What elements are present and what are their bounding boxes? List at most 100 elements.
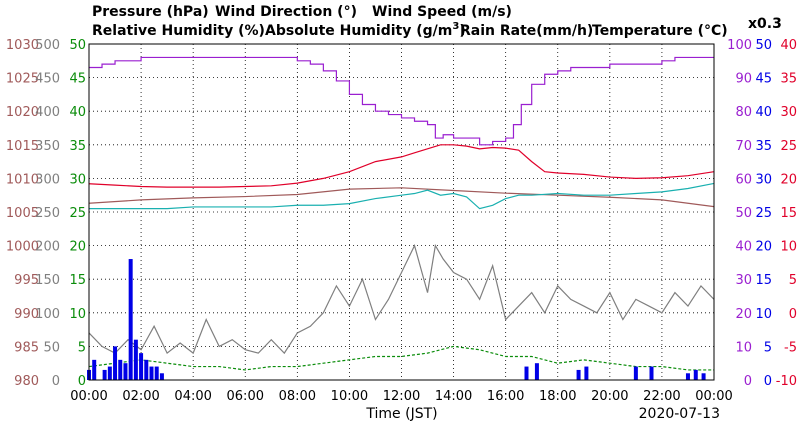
x-tick-label: 18:00	[539, 389, 576, 404]
series-rain-rate-mm-h-bar	[139, 353, 144, 380]
legend: Pressure (hPa) Wind Direction (°) Wind S…	[92, 4, 782, 39]
series-rain-rate-mm-h-bar	[102, 369, 107, 380]
legend-relative-humidity: Relative Humidity (%)	[92, 23, 265, 39]
tick-label-relative-humidity: 50	[735, 206, 752, 221]
series-rain-rate-mm-h-bar	[144, 359, 149, 380]
tick-label-wind-direction: 500	[35, 38, 60, 53]
x-tick-label: 14:00	[435, 389, 472, 404]
legend-wind-speed: Wind Speed (m/s)	[372, 4, 512, 20]
tick-label-wind-speed: 50	[69, 38, 86, 53]
series-rain-rate-mm-h-bar	[123, 363, 128, 380]
tick-label-wind-direction: 400	[35, 105, 60, 120]
tick-label-temperature: 20	[780, 172, 797, 187]
tick-label-pressure: 1025	[6, 72, 39, 87]
legend-rain-rate: Rain Rate(mm/h)	[460, 23, 593, 39]
series-rain-rate-mm-h-bar	[584, 366, 589, 380]
tick-label-wind-direction: 350	[35, 139, 60, 154]
tick-label-wind-direction: 450	[35, 72, 60, 87]
x-tick-label: 12:00	[383, 389, 420, 404]
series-rain-rate-mm-h-bar	[649, 366, 654, 380]
tick-label-temperature: 0	[789, 307, 797, 322]
tick-label-wind-speed: 0	[78, 374, 86, 389]
tick-label-wind-speed: 10	[69, 307, 86, 322]
legend-absolute-humidity-close: )	[459, 23, 465, 39]
tick-label-relative-humidity: 70	[735, 139, 752, 154]
tick-label-wind-direction: 0	[52, 374, 60, 389]
series-rain-rate-mm-h-bar	[159, 373, 164, 380]
series-wind-direction-line	[88, 243, 715, 355]
series-wind-speed-m-s-line	[88, 345, 714, 371]
series-rain-rate-mm-h-bar	[133, 339, 138, 380]
legend-absolute-humidity-sup: 3	[452, 21, 459, 32]
series-rain-rate-mm-h-bar	[534, 363, 539, 380]
tick-label-rain-rate: 50	[755, 38, 772, 53]
tick-label-wind-direction: 200	[35, 240, 60, 255]
tick-label-pressure: 980	[14, 374, 39, 389]
tick-label-wind-speed: 35	[69, 139, 86, 154]
x-tick-label: 02:00	[122, 389, 159, 404]
tick-label-temperature: 15	[780, 206, 797, 221]
tick-label-rain-rate: 5	[764, 340, 772, 355]
series-rain-rate-mm-h-bar	[154, 366, 159, 380]
tick-label-pressure: 1030	[6, 38, 39, 53]
tick-label-wind-speed: 45	[69, 72, 86, 87]
tick-label-rain-rate: 40	[755, 105, 772, 120]
tick-label-temperature: -10	[776, 374, 797, 389]
x-tick-label: 08:00	[279, 389, 316, 404]
plot-frame	[88, 43, 715, 381]
legend-pressure: Pressure (hPa)	[92, 4, 209, 20]
tick-label-rain-rate: 0	[764, 374, 772, 389]
grid	[89, 44, 714, 380]
x-tick-label: 00:00	[70, 389, 107, 404]
tick-label-temperature: -5	[784, 340, 797, 355]
tick-label-wind-speed: 20	[69, 240, 86, 255]
tick-label-rain-rate: 35	[755, 139, 772, 154]
tick-label-wind-speed: 15	[69, 273, 86, 288]
tick-label-pressure: 990	[14, 307, 39, 322]
tick-label-rain-rate: 25	[755, 206, 772, 221]
legend-temperature: Temperature (°C)	[592, 23, 728, 39]
series-rain-rate-mm-h-bar	[92, 359, 97, 380]
tick-label-relative-humidity: 60	[735, 172, 752, 187]
tick-label-relative-humidity: 10	[735, 340, 752, 355]
tick-label-relative-humidity: 90	[735, 72, 752, 87]
legend-scale-note: x0.3	[748, 16, 782, 32]
series-temperature-c-line	[88, 144, 715, 188]
series-absolute-humidity-g-m-line	[89, 182, 715, 210]
series-rain-rate-mm-h-bar	[701, 373, 706, 380]
x-tick-label: 06:00	[227, 389, 264, 404]
x-tick-label: 16:00	[487, 389, 524, 404]
x-axis-ticks: 00:00 02:00 04:00 06:00 08:00 10:00 12:00 14:00…	[70, 389, 732, 404]
series-rain-rate-mm-h-bar	[128, 259, 133, 380]
series-pressure-hpa-line	[88, 187, 715, 208]
series-rain-rate-mm-h-bar	[118, 359, 123, 380]
tick-label-temperature: 30	[780, 105, 797, 120]
series-rain-rate-mm-h-bar	[107, 366, 112, 380]
legend-wind-direction: Wind Direction (°)	[215, 4, 357, 20]
x-tick-label: 00:00	[695, 389, 732, 404]
tick-label-wind-direction: 300	[35, 172, 60, 187]
tick-label-pressure: 995	[14, 273, 39, 288]
tick-label-temperature: 5	[789, 273, 797, 288]
tick-label-pressure: 1005	[6, 206, 39, 221]
tick-label-rain-rate: 15	[755, 273, 772, 288]
tick-label-pressure: 1000	[6, 240, 39, 255]
series-layer	[87, 56, 715, 380]
tick-label-wind-direction: 50	[43, 340, 60, 355]
x-tick-label: 20:00	[591, 389, 628, 404]
x-tick-label: 22:00	[643, 389, 680, 404]
tick-label-temperature: 40	[780, 38, 797, 53]
tick-label-wind-direction: 100	[35, 307, 60, 322]
tick-label-rain-rate: 10	[755, 307, 772, 322]
chart-date: 2020-07-13	[639, 406, 720, 422]
series-rain-rate-mm-h-bar	[113, 346, 118, 380]
tick-label-relative-humidity: 40	[735, 240, 752, 255]
series-rain-rate-mm-h-bar	[685, 373, 690, 380]
tick-label-relative-humidity: 80	[735, 105, 752, 120]
tick-label-pressure: 1020	[6, 105, 39, 120]
series-relative-humidity-line	[89, 56, 714, 146]
series-rain-rate-mm-h-bar	[693, 369, 698, 380]
tick-label-relative-humidity: 30	[735, 273, 752, 288]
